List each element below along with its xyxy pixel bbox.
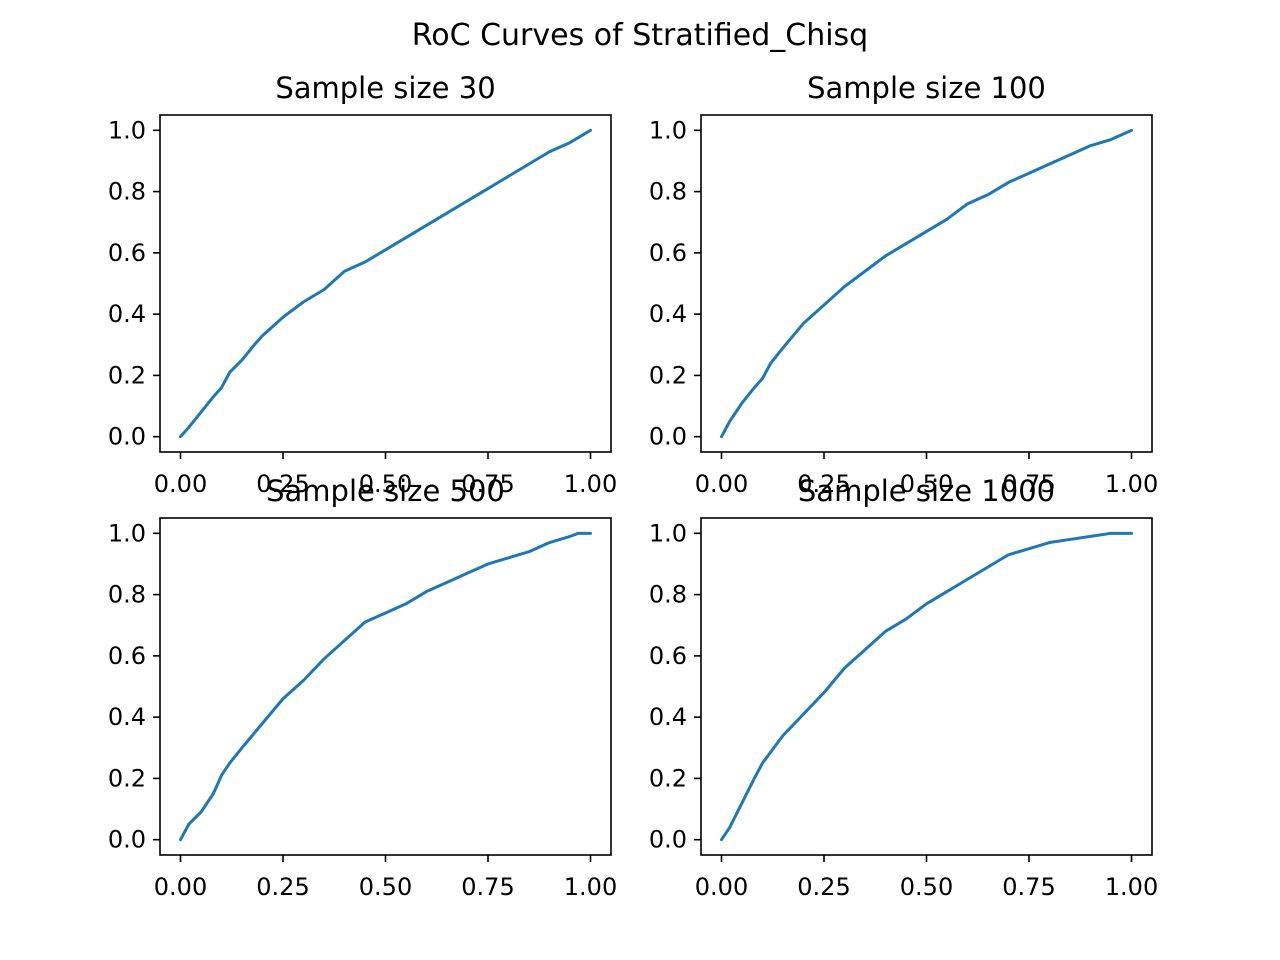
y-tick-label: 0.2 [649,361,687,389]
y-tick-label: 0.0 [108,826,146,854]
subplot-title: Sample size 30 [275,71,495,105]
x-tick-label: 0.00 [154,470,207,498]
x-tick-label: 0.50 [900,470,953,498]
y-tick-label: 1.0 [649,116,687,144]
roc-curve-line [720,128,1133,439]
x-tick-label: 1.00 [564,470,617,498]
y-tick-label: 0.2 [649,764,687,792]
x-tick-label: 0.75 [461,470,514,498]
y-tick-label: 0.4 [108,703,146,731]
roc-curve-line [720,531,1133,842]
x-tick-label: 0.25 [256,470,309,498]
subplot-sample-size-30: Sample size 30 0.00 0.25 0.50 0.75 1.00 0.0 0.… [108,71,617,498]
x-tick-label: 0.75 [1002,873,1055,901]
roc-curve-line [179,531,592,842]
y-tick-label: 0.4 [649,703,687,731]
subplot-title: Sample size 1000 [798,474,1055,508]
y-tick-label: 0.2 [108,764,146,792]
x-tick-label: 0.25 [797,470,850,498]
x-tick-label: 1.00 [564,873,617,901]
x-tick-label: 0.00 [695,470,748,498]
y-tick-label: 0.8 [108,581,146,609]
x-tick-label: 0.00 [695,873,748,901]
y-tick-label: 0.4 [649,300,687,328]
y-tick-label: 1.0 [108,519,146,547]
y-tick-label: 0.0 [108,423,146,451]
y-tick-label: 0.6 [649,239,687,267]
subplot-title: Sample size 100 [807,71,1046,105]
x-tick-label: 1.00 [1105,873,1158,901]
x-tick-label: 0.50 [359,470,412,498]
x-tick-label: 0.50 [359,873,412,901]
y-tick-label: 0.6 [649,642,687,670]
y-tick-label: 0.8 [649,581,687,609]
y-tick-label: 1.0 [649,519,687,547]
figure-title: RoC Curves of Stratified_Chisq [412,18,868,53]
x-tick-label: 0.25 [797,873,850,901]
x-tick-label: 0.75 [461,873,514,901]
y-tick-label: 0.8 [649,178,687,206]
x-tick-label: 0.50 [900,873,953,901]
subplot-sample-size-1000: Sample size 1000 0.00 0.25 0.50 0.75 1.00 0.0… [649,474,1158,901]
subplot-title: Sample size 500 [266,474,505,508]
y-tick-label: 0.0 [649,423,687,451]
x-tick-label: 0.25 [256,873,309,901]
y-tick-label: 1.0 [108,116,146,144]
x-tick-label: 1.00 [1105,470,1158,498]
y-tick-label: 0.0 [649,826,687,854]
y-tick-label: 0.2 [108,361,146,389]
y-tick-label: 0.8 [108,178,146,206]
x-tick-label: 0.75 [1002,470,1055,498]
x-tick-label: 0.00 [154,873,207,901]
y-tick-label: 0.4 [108,300,146,328]
roc-curve-line [179,128,592,439]
y-tick-label: 0.6 [108,642,146,670]
y-tick-label: 0.6 [108,239,146,267]
subplot-sample-size-500: Sample size 500 0.00 0.25 0.50 0.75 1.00 0.0 0… [108,474,617,901]
subplot-sample-size-100: Sample size 100 0.00 0.25 0.50 0.75 1.00 0.0 0… [649,71,1158,498]
